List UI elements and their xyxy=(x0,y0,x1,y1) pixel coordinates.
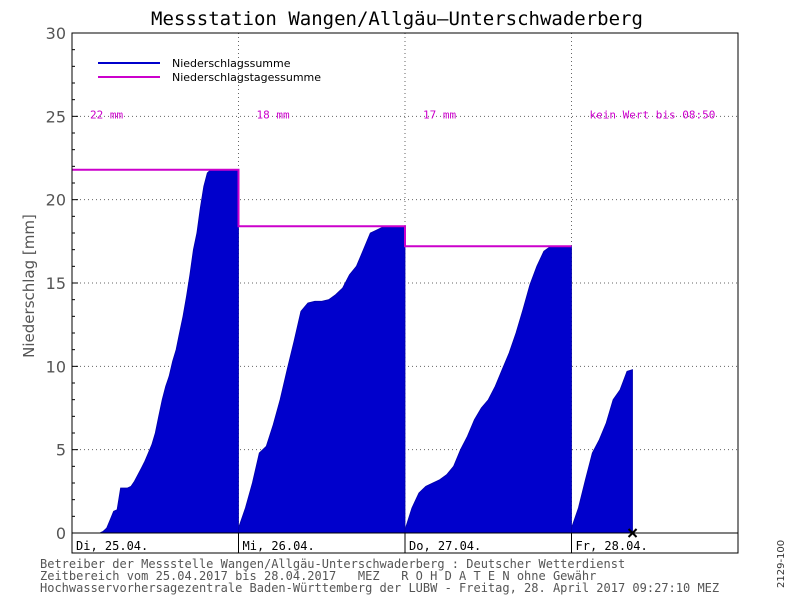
x-tick-label: Do, 27.04. xyxy=(409,539,481,553)
y-tick-label: 25 xyxy=(46,107,66,126)
x-tick-label: Di, 25.04. xyxy=(76,539,148,553)
y-tick-label: 30 xyxy=(46,24,66,43)
daily-total-label: 18 mm xyxy=(257,108,290,121)
chart-title: Messstation Wangen/Allgäu–Unterschwaderb… xyxy=(151,8,643,30)
daily-total-line xyxy=(72,168,572,248)
y-tick-label: 5 xyxy=(56,441,66,460)
footer-publisher: Hochwasservorhersagezentrale Baden-Württ… xyxy=(40,581,720,595)
daily-total-label: 22 mm xyxy=(90,108,123,121)
plot-frame xyxy=(71,32,739,554)
x-tick-label: Mi, 26.04. xyxy=(243,539,315,553)
legend-label: Niederschlagssumme xyxy=(172,57,291,70)
end-marker xyxy=(627,528,638,538)
plot-area: 22 mm 18 mm 17 mm kein Wert bis 08:50 Di, 25… xyxy=(46,24,739,554)
footer-operator: Betreiber der Messstelle Wangen/Allgäu-U… xyxy=(40,557,626,571)
daily-total-label: 17 mm xyxy=(423,108,456,121)
x-tick-label: Fr, 28.04. xyxy=(576,539,648,553)
footer: Betreiber der Messstelle Wangen/Allgäu-U… xyxy=(40,558,719,594)
y-tick-label: 0 xyxy=(56,524,66,543)
station-code: 2129-100 xyxy=(776,539,787,588)
daily-total-label: kein Wert bis 08:50 xyxy=(590,108,716,121)
y-axis-label: Niederschlag [mm] xyxy=(20,214,38,358)
legend-label: Niederschlagstagessumme xyxy=(172,71,321,84)
y-tick-label: 15 xyxy=(46,274,66,293)
y-tick-label: 20 xyxy=(46,191,66,210)
y-tick-label: 10 xyxy=(46,357,66,376)
cumulative-area xyxy=(571,369,633,534)
footer-time-range: Zeitbereich vom 25.04.2017 bis 28.04.201… xyxy=(40,569,597,583)
